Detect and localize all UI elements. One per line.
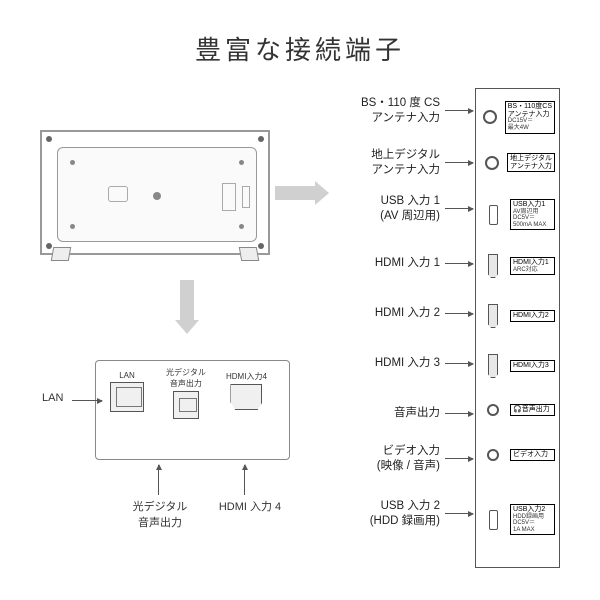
mid-arrow-6 [445,413,473,414]
hdmi4-label: HDMI 入力 4 [210,498,290,514]
coax-port-icon [485,156,499,170]
hdmi-port-icon [488,254,498,278]
strip-row-4: HDMI入力2 [476,304,559,328]
mid-label-5: HDMI 入力 3 [330,356,440,371]
page-title: 豊富な接続端子 [0,30,600,67]
mid-arrow-3 [445,263,473,264]
bottom-port-panel: LAN 光デジタル 音声出力 HDMI入力4 [95,360,290,460]
hdmi4-header: HDMI入力4 [226,371,267,382]
strip-row-8: USB入力2HDD録画用 DC5V＝ 1A MAX [476,504,559,535]
mid-arrow-7 [445,458,473,459]
arrow-down-icon [180,280,194,320]
mid-label-2: USB 入力 1 (AV 周辺用) [330,194,440,224]
strip-row-3: HDMI入力1ARC対応 [476,254,559,278]
mid-label-3: HDMI 入力 1 [330,256,440,271]
usb-port-icon [489,510,498,530]
strip-row-7: ビデオ入力 [476,449,559,461]
mid-arrow-0 [445,110,473,111]
mid-arrow-4 [445,313,473,314]
strip-label-7: ビデオ入力 [510,449,555,461]
lan-header: LAN [110,371,144,380]
mid-arrow-8 [445,513,473,514]
mid-label-4: HDMI 入力 2 [330,306,440,321]
mid-label-7: ビデオ入力 (映像 / 音声) [330,444,440,474]
optical-header: 光デジタル 音声出力 [166,367,206,389]
coax-port-icon [483,110,497,124]
strip-row-6: 🎧音声出力 [476,404,559,416]
strip-label-8: USB入力2HDD録画用 DC5V＝ 1A MAX [510,504,555,535]
mid-arrow-2 [445,208,473,209]
strip-label-4: HDMI入力2 [510,310,555,322]
mid-label-0: BS・110 度 CS アンテナ入力 [330,96,440,126]
lan-arrow [72,400,102,401]
opt-arrow [158,465,159,495]
mid-label-1: 地上デジタル アンテナ入力 [330,148,440,178]
mid-label-8: USB 入力 2 (HDD 録画用) [330,499,440,529]
side-port-strip: BS・110度CS アンテナ入力DC15V＝ 最大4W 地上デジタル アンテナ入力… [475,88,560,568]
arrow-right-icon [275,186,315,200]
optical-label: 光デジタル 音声出力 [125,498,195,530]
hdmi-port-icon [488,304,498,328]
strip-label-6: 🎧音声出力 [510,404,555,416]
strip-label-5: HDMI入力3 [510,360,555,372]
strip-label-3: HDMI入力1ARC対応 [510,257,555,275]
mid-arrow-1 [445,162,473,163]
strip-label-0: BS・110度CS アンテナ入力DC15V＝ 最大4W [505,101,555,134]
optical-port-icon [173,391,199,419]
jack-port-icon [487,449,499,461]
strip-row-2: USB入力1AV周辺用 DC5V＝ 500mA MAX [476,199,559,230]
lan-label: LAN [42,392,63,404]
strip-row-0: BS・110度CS アンテナ入力DC15V＝ 最大4W [476,101,559,134]
strip-label-2: USB入力1AV周辺用 DC5V＝ 500mA MAX [510,199,555,230]
lan-port-icon [110,382,144,412]
mid-arrow-5 [445,363,473,364]
hdmi-port-icon [488,354,498,378]
mid-label-6: 音声出力 [330,406,440,421]
hdmi4-arrow [244,465,245,495]
strip-label-1: 地上デジタル アンテナ入力 [507,153,555,172]
tv-back-panel [40,130,270,255]
usb-port-icon [489,205,498,225]
hdmi4-port-icon [230,384,262,410]
strip-row-5: HDMI入力3 [476,354,559,378]
jack-port-icon [487,404,499,416]
strip-row-1: 地上デジタル アンテナ入力 [476,153,559,172]
